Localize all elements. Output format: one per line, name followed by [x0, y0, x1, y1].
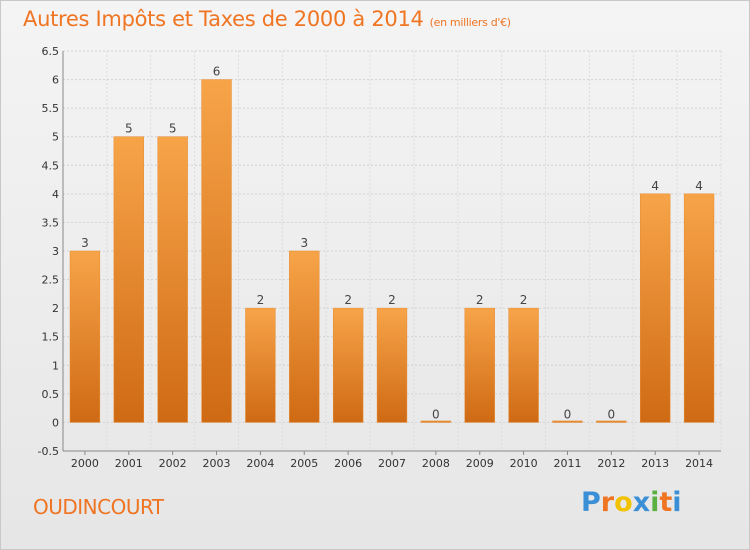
bar-2008 — [420, 420, 452, 423]
bar-2009 — [464, 307, 495, 423]
bar-2006 — [332, 307, 364, 423]
data-label: 2 — [257, 293, 265, 307]
commune-name: OUDINCOURT — [33, 495, 164, 519]
x-tick-label: 2000 — [71, 457, 99, 470]
x-tick-label: 2012 — [597, 457, 625, 470]
y-tick-label: 1.5 — [42, 331, 60, 344]
y-tick-label: 0 — [52, 416, 59, 429]
x-tick-label: 2001 — [115, 457, 143, 470]
chart-title-text: Autres Impôts et Taxes de 2000 à 2014 — [23, 7, 424, 31]
bar-2012 — [596, 420, 627, 423]
y-tick-label: 6 — [52, 74, 59, 87]
labels: 3 5 5 6 2 3 2 2 0 2 2 0 0 4 4 — [81, 65, 703, 422]
y-tick-label: 1 — [52, 359, 59, 372]
x-tick-label: 2004 — [246, 457, 274, 470]
logo-letter: i — [650, 487, 660, 518]
data-label: 2 — [388, 293, 396, 307]
y-tick-label: 2.5 — [42, 274, 60, 287]
bar-2014 — [683, 193, 715, 423]
proxiti-logo: Proxiti — [581, 487, 682, 518]
data-label: 4 — [695, 179, 703, 193]
chart-title: Autres Impôts et Taxes de 2000 à 2014 (en… — [23, 7, 511, 31]
logo-letter: o — [614, 487, 633, 518]
bar-2005 — [289, 250, 320, 423]
data-label: 2 — [344, 293, 352, 307]
bar-2000 — [69, 250, 101, 423]
y-tick-label: 6.5 — [42, 45, 60, 58]
x-tick-label: 2002 — [159, 457, 187, 470]
bar-2004 — [245, 307, 276, 423]
y-tick-label: 3 — [52, 245, 59, 258]
data-label: 2 — [476, 293, 484, 307]
logo-letter: x — [632, 487, 651, 518]
data-label: 0 — [432, 407, 440, 421]
logo-letter: i — [672, 487, 682, 518]
logo-letter: t — [659, 487, 673, 518]
data-label: 5 — [169, 122, 177, 136]
y-tick-label: 4.5 — [42, 159, 60, 172]
logo-letter: r — [600, 487, 615, 518]
bars — [69, 79, 715, 423]
data-label: 2 — [520, 293, 528, 307]
y-tick-label: 2 — [52, 302, 59, 315]
bar-2002 — [157, 136, 188, 423]
y-tick-label: 5 — [52, 131, 59, 144]
bar-2003 — [201, 79, 232, 423]
x-tick-label: 2006 — [334, 457, 362, 470]
data-label: 0 — [564, 407, 572, 421]
x-tick-label: 2005 — [290, 457, 318, 470]
data-label: 5 — [125, 122, 133, 136]
data-label: 0 — [608, 407, 616, 421]
x-tick-label: 2003 — [203, 457, 231, 470]
x-tick-label: 2010 — [510, 457, 538, 470]
x-tick-label: 2009 — [466, 457, 494, 470]
x-tick-label: 2007 — [378, 457, 406, 470]
x-tick-label: 2013 — [641, 457, 669, 470]
bar-2013 — [640, 193, 671, 423]
data-label: 6 — [213, 65, 221, 79]
data-label: 4 — [651, 179, 659, 193]
y-tick-label: -0.5 — [38, 445, 59, 458]
x-tick-label: 2011 — [553, 457, 581, 470]
x-tick-label: 2014 — [685, 457, 713, 470]
bar-2001 — [113, 136, 144, 423]
x-tick-label: 2008 — [422, 457, 450, 470]
bar-2007 — [376, 307, 408, 423]
y-tick-label: 5.5 — [42, 102, 60, 115]
bar-2011 — [552, 420, 583, 423]
data-label: 3 — [81, 236, 89, 250]
bar-2010 — [508, 307, 539, 423]
logo-letter: P — [581, 487, 601, 518]
y-tick-label: 4 — [52, 188, 59, 201]
y-tick-label: 3.5 — [42, 216, 60, 229]
data-label: 3 — [300, 236, 308, 250]
y-tick-label: 0.5 — [42, 388, 60, 401]
chart-title-unit: (en milliers d'€) — [429, 16, 511, 29]
